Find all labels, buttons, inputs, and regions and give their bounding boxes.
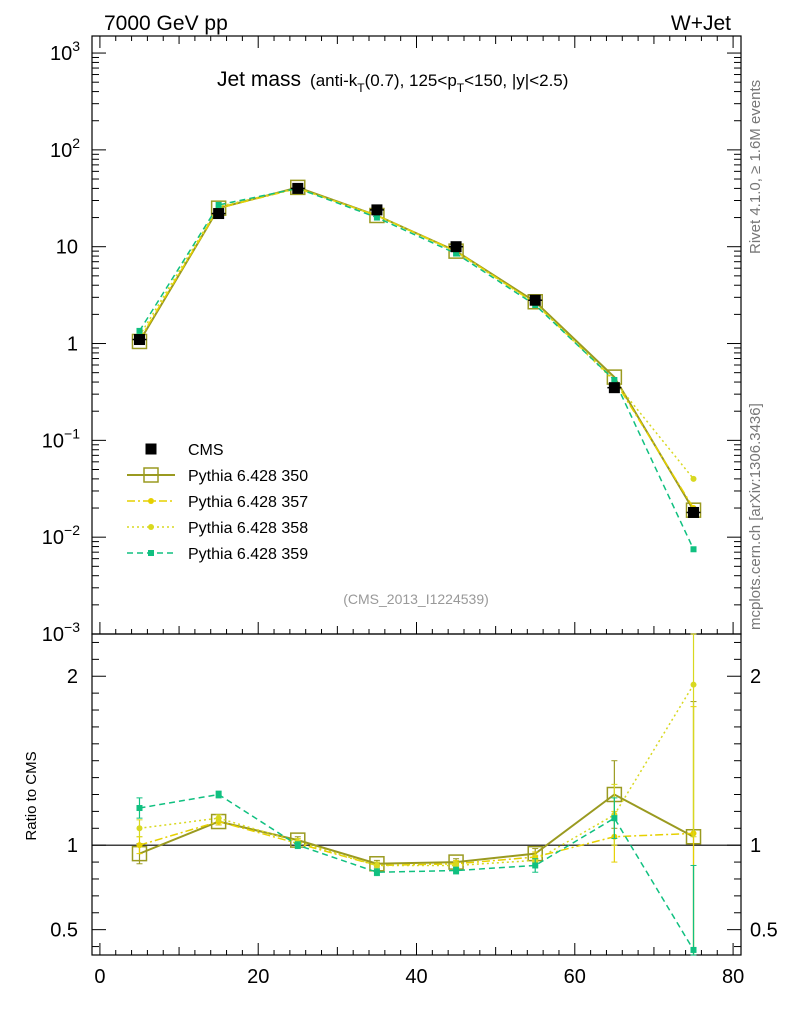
- series-1-line: [138, 186, 695, 511]
- series-4-ratio-point: [690, 946, 697, 953]
- x-tick-label: 40: [405, 966, 427, 988]
- series-4-point: [690, 546, 697, 553]
- y-tick-label: 103: [50, 38, 80, 65]
- legend-marker: [148, 550, 154, 556]
- legend-label: Pythia 6.428 359: [188, 546, 308, 563]
- ratio-y-tick-label-left: 1: [67, 835, 78, 857]
- series-3-ratio-point: [690, 681, 697, 688]
- series-3-ratio-point: [136, 825, 143, 832]
- title-r: (0.7), 125<p: [365, 71, 457, 90]
- series-4-point: [136, 327, 143, 334]
- series-0-main: [132, 182, 701, 518]
- ratio-y-tick-label-right: 1: [750, 835, 761, 857]
- rivet-version-label: Rivet 4.1.0, ≥ 1.6M events: [747, 80, 764, 254]
- series-0-point: [529, 294, 541, 306]
- series-2-ratio-line: [139, 820, 694, 867]
- series-4-ratio-point: [532, 862, 539, 869]
- series-0-point: [688, 506, 700, 518]
- ratio-y-tick-label-right: 2: [750, 666, 761, 688]
- ratio-y-tick-label-left: 0.5: [50, 920, 78, 942]
- series-4-point: [453, 250, 460, 257]
- series-2-line: [138, 187, 695, 509]
- series-0-point: [292, 182, 304, 194]
- legend-marker: [143, 467, 159, 483]
- series-0-point: [450, 241, 462, 253]
- ratio-axis-label: Ratio to CMS: [23, 751, 40, 840]
- legend-marker: [145, 443, 157, 455]
- series-2-ratio-point: [136, 842, 143, 849]
- series-0-point: [371, 204, 383, 216]
- series-4-ratio-line: [139, 793, 695, 951]
- header-left-label: 7000 GeV pp: [104, 12, 228, 35]
- title-k-sub: T: [357, 81, 365, 95]
- series-4-point: [215, 201, 222, 208]
- header-right-label: W+Jet: [671, 12, 731, 35]
- series-1-main: [131, 179, 702, 518]
- plot-title: Jet mass (anti-kT(0.7), 125<pT<150, |y|<…: [217, 68, 568, 95]
- legend-marker: [148, 524, 154, 530]
- main-panel-frame: [91, 35, 742, 635]
- series-4-ratio-point: [611, 815, 618, 822]
- series-main: [131, 179, 702, 553]
- series-4-ratio-point: [136, 805, 143, 812]
- y-tick-label: 10−1: [42, 425, 80, 452]
- y-tick-label: 1: [67, 334, 78, 356]
- ratio-y-tick-label-right: 0.5: [750, 920, 778, 942]
- ratio-y-tick-label-left: 2: [67, 666, 78, 688]
- y-tick-label: 10: [56, 237, 78, 259]
- legend: CMS Pythia 6.428 350 Pythia 6.428 357 Pythi…: [127, 442, 308, 563]
- series-4-ratio: [136, 790, 697, 956]
- legend-label: Pythia 6.428 357: [188, 494, 308, 511]
- mcplots-label: mcplots.cern.ch [arXiv:1306.3436]: [747, 403, 764, 630]
- main-axes: 10−3 10−2 10−1 1 10 102 103: [42, 38, 741, 646]
- series-4-ratio-point: [373, 869, 380, 876]
- series-0-point: [213, 208, 225, 220]
- ratio-axes: 0.5 0.5 1 1 2 2: [50, 641, 778, 948]
- series-3-main: [136, 185, 697, 482]
- x-tick-label: 60: [564, 966, 586, 988]
- legend-label: Pythia 6.428 350: [188, 468, 308, 485]
- ratio-panel-frame: [91, 633, 742, 956]
- series-4-ratio-point: [453, 867, 460, 874]
- x-tick-label: 20: [247, 966, 269, 988]
- series-0-point: [133, 334, 145, 346]
- x-tick-label: 0: [94, 966, 105, 988]
- legend-label: Pythia 6.428 358: [188, 520, 308, 537]
- series-ratio: [131, 633, 702, 956]
- title-main: Jet mass: [217, 68, 301, 91]
- series-3-line: [138, 187, 695, 480]
- legend-label: CMS: [188, 442, 224, 459]
- title-pt-sub: T: [457, 81, 465, 95]
- y-tick-label: 102: [50, 135, 80, 162]
- series-4-ratio-point: [294, 842, 301, 849]
- series-3-point: [690, 475, 697, 482]
- series-3-ratio-point: [373, 862, 380, 869]
- title-rest: <150, |y|<2.5): [464, 71, 568, 90]
- series-3-ratio-point: [215, 815, 222, 822]
- x-axis: 0 20 40 60 80: [94, 36, 744, 988]
- title-k: (anti-k: [310, 71, 358, 90]
- y-tick-label: 10−3: [42, 619, 80, 646]
- series-4-ratio-point: [215, 791, 222, 798]
- legend-marker: [148, 498, 154, 504]
- x-tick-label: 80: [722, 966, 744, 988]
- series-4-point: [611, 377, 618, 384]
- y-tick-label: 10−2: [42, 522, 80, 549]
- analysis-tag: (CMS_2013_I1224539): [343, 591, 489, 607]
- series-4-line: [138, 187, 695, 550]
- series-1-point: [290, 179, 306, 196]
- series-2-ratio: [136, 706, 697, 956]
- series-1-ratio: [131, 701, 702, 956]
- series-4-point: [373, 214, 380, 221]
- series-3-ratio: [136, 633, 697, 870]
- series-0-point: [608, 382, 620, 394]
